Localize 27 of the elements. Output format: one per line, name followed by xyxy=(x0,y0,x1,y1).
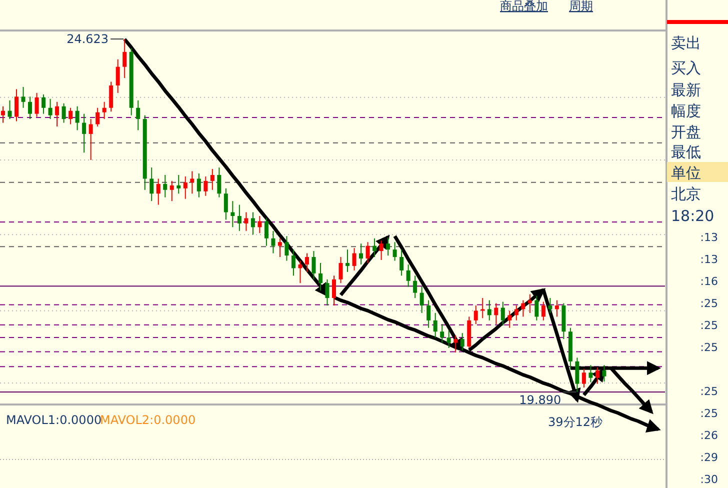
text: 最新 xyxy=(671,81,701,99)
text: 单位 xyxy=(671,164,701,182)
text: :13 xyxy=(700,231,718,244)
text: 周期 xyxy=(569,0,593,13)
text: 买入 xyxy=(671,59,701,77)
text: :25 xyxy=(700,319,718,332)
text: 卖出 xyxy=(671,34,701,52)
text: :13 xyxy=(700,253,718,266)
text: 商品叠加 xyxy=(500,0,548,13)
text: MAVOL1:0.0000 xyxy=(6,413,102,427)
text: 18:20 xyxy=(671,207,714,225)
text: :30 xyxy=(700,473,718,486)
text: :25 xyxy=(700,297,718,310)
text: 19.890 xyxy=(519,393,562,407)
text: 幅度 xyxy=(671,102,701,120)
text: :25 xyxy=(700,341,718,354)
text: :16 xyxy=(700,275,718,288)
annotation: 24.623 xyxy=(66,32,109,46)
text: 开盘 xyxy=(671,123,701,141)
text: 北京 xyxy=(671,185,701,203)
text: :25 xyxy=(700,407,718,420)
text: 最低 xyxy=(671,143,701,161)
text: :25 xyxy=(700,385,718,398)
text: MAVOL2:0.0000 xyxy=(100,413,196,427)
text: 39分12秒 xyxy=(548,415,603,429)
text: :26 xyxy=(700,429,718,442)
text: :29 xyxy=(700,451,718,464)
